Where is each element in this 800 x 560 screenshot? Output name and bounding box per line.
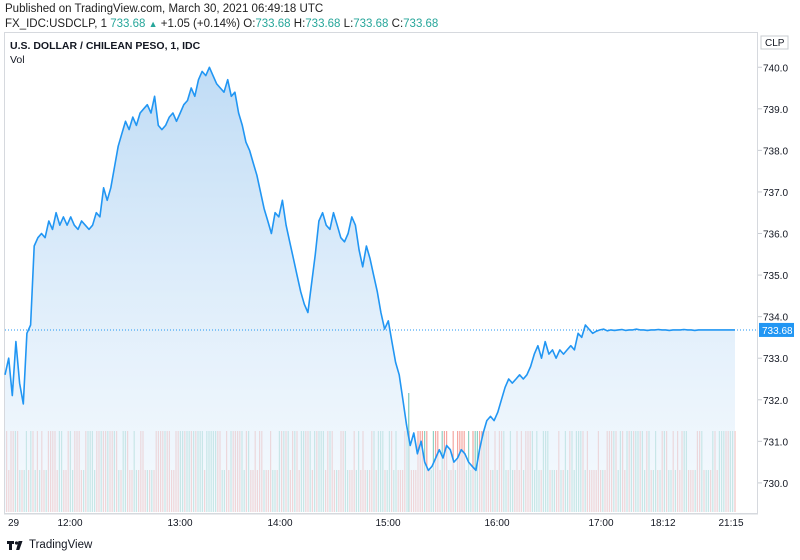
high-value: 733.68 <box>305 18 341 30</box>
x-tick-label: 12:00 <box>57 518 82 529</box>
last-price: 733.68 <box>110 18 146 30</box>
high-label: H: <box>293 18 306 30</box>
chart-title: U.S. DOLLAR / CHILEAN PESO, 1, IDC <box>10 40 201 52</box>
tradingview-footer[interactable]: TradingView <box>6 539 92 551</box>
x-tick-label: 21:15 <box>718 518 743 529</box>
y-tick-label: 734.0 <box>763 313 788 324</box>
low-label: L: <box>343 18 354 30</box>
y-tick-label: 731.0 <box>763 437 788 448</box>
currency-tag[interactable]: CLP <box>760 35 789 50</box>
open-value: 733.68 <box>255 18 291 30</box>
close-label: C: <box>391 18 404 30</box>
volume-label: Vol <box>10 54 25 66</box>
tradingview-logo-icon <box>7 541 23 550</box>
y-tick-label: 730.0 <box>763 479 788 490</box>
last-price-tag-bg <box>759 322 794 337</box>
x-tick-label: 17:00 <box>588 518 613 529</box>
y-tick-label: 737.0 <box>763 188 788 199</box>
y-tick-label: 740.0 <box>763 63 788 74</box>
low-value: 733.68 <box>353 18 389 30</box>
y-tick-label: 736.0 <box>763 230 788 241</box>
currency-tag-label: CLP <box>765 38 785 49</box>
footer-brand: TradingView <box>29 539 93 551</box>
price-area-fill <box>5 67 735 513</box>
x-tick-label: 29 <box>8 518 20 529</box>
symbol-interval: FX_IDC:USDCLP, 1 <box>5 18 108 30</box>
price-line <box>4 66 735 472</box>
x-tick-label: 16:00 <box>484 518 509 529</box>
y-tick-label: 739.0 <box>763 105 788 116</box>
currency-tag-box <box>760 35 789 50</box>
up-arrow-icon: ▲ <box>148 19 158 29</box>
time-axis[interactable]: 29 12:00 13:00 14:00 15:00 16:00 17:00 18:12 21:… <box>4 513 758 529</box>
y-tick-label: 738.0 <box>763 146 788 157</box>
x-tick-label: 13:00 <box>167 518 192 529</box>
close-value: 733.68 <box>403 18 439 30</box>
y-tick-label: 733.0 <box>763 354 788 365</box>
y-tick-label: 732.0 <box>763 396 788 407</box>
ohlc-line: FX_IDC:USDCLP, 1 733.68 ▲ +1.05 (+0.14%)… <box>5 18 438 30</box>
x-tick-label: 15:00 <box>375 518 400 529</box>
x-tick-label: 14:00 <box>267 518 292 529</box>
x-tick-label: 18:12 <box>650 518 675 529</box>
last-price-tag: 733.68 <box>759 322 794 337</box>
published-line: Published on TradingView.com, March 30, … <box>5 3 324 15</box>
y-tick-label: 735.0 <box>763 271 788 282</box>
change-value: +1.05 (+0.14%) <box>160 18 241 30</box>
open-label: O: <box>243 18 256 30</box>
last-price-tag-label: 733.68 <box>762 326 793 337</box>
price-axis[interactable]: 730.0 731.0 732.0 733.0 734.0 735.0 736.0 737.0… <box>758 63 788 490</box>
